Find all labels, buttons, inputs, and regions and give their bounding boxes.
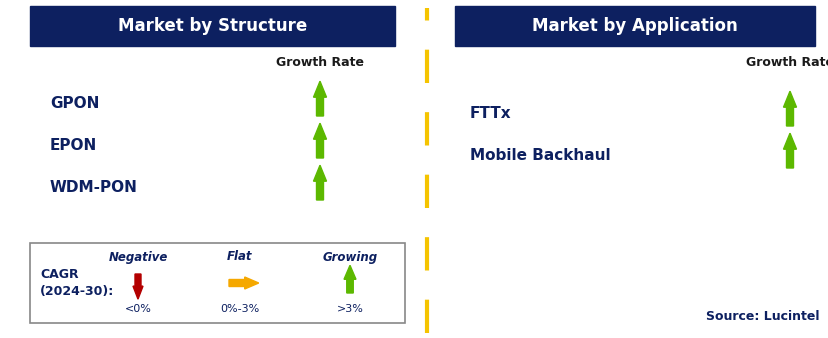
FancyArrow shape [782,133,796,168]
Text: Negative: Negative [108,250,167,264]
Text: Growing: Growing [322,250,377,264]
Text: Market by Structure: Market by Structure [118,17,306,35]
FancyArrow shape [132,274,142,299]
FancyBboxPatch shape [30,243,405,323]
Text: <0%: <0% [124,304,152,314]
Text: Growth Rate: Growth Rate [745,56,828,70]
Text: (2024-30):: (2024-30): [40,286,114,298]
Text: >3%: >3% [336,304,363,314]
Text: Flat: Flat [227,250,253,264]
FancyArrow shape [313,165,326,200]
Text: 0%-3%: 0%-3% [220,304,259,314]
FancyArrow shape [782,91,796,126]
Text: Source: Lucintel: Source: Lucintel [705,310,819,322]
FancyArrow shape [229,277,258,289]
FancyBboxPatch shape [455,6,814,46]
Text: WDM-PON: WDM-PON [50,179,137,194]
Text: Market by Application: Market by Application [532,17,737,35]
FancyArrow shape [313,123,326,158]
FancyArrow shape [313,81,326,116]
Text: Growth Rate: Growth Rate [276,56,363,70]
Text: CAGR: CAGR [40,268,79,282]
Text: Mobile Backhaul: Mobile Backhaul [469,147,610,163]
Text: EPON: EPON [50,138,97,152]
Text: GPON: GPON [50,96,99,111]
Text: FTTx: FTTx [469,105,511,121]
FancyBboxPatch shape [30,6,394,46]
FancyArrow shape [344,265,355,293]
